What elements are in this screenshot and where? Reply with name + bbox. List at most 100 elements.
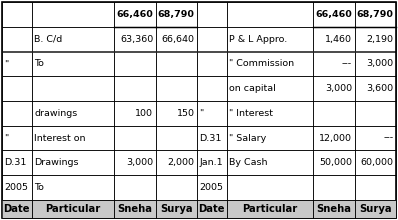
Bar <box>2 200 31 218</box>
Text: 60,000: 60,000 <box>361 158 394 167</box>
Text: " Interest: " Interest <box>229 109 273 118</box>
Bar <box>355 200 396 218</box>
Bar <box>313 76 355 101</box>
Bar <box>31 126 114 150</box>
Bar <box>114 175 156 200</box>
Bar <box>226 51 313 76</box>
Bar <box>313 101 355 126</box>
Bar <box>114 101 156 126</box>
Text: 66,460: 66,460 <box>116 10 153 19</box>
Bar <box>2 101 31 126</box>
Bar <box>226 76 313 101</box>
Bar <box>31 51 114 76</box>
Text: 66,460: 66,460 <box>315 10 352 19</box>
Bar <box>114 126 156 150</box>
Text: Particular: Particular <box>45 204 101 214</box>
Bar <box>114 2 156 27</box>
Text: Particular: Particular <box>242 204 298 214</box>
Bar <box>156 2 197 27</box>
Bar <box>114 27 156 51</box>
Bar <box>31 27 114 51</box>
Bar <box>156 101 197 126</box>
Text: Interest on: Interest on <box>34 134 86 143</box>
Text: 2,190: 2,190 <box>367 35 394 44</box>
Text: By Cash: By Cash <box>229 158 267 167</box>
Text: 2005: 2005 <box>4 183 29 192</box>
Text: on capital: on capital <box>229 84 276 93</box>
Text: B. C/d: B. C/d <box>34 35 62 44</box>
Bar <box>114 76 156 101</box>
Text: ---: --- <box>383 134 394 143</box>
Bar <box>2 76 31 101</box>
Text: 50,000: 50,000 <box>319 158 352 167</box>
Text: Drawings: Drawings <box>34 158 78 167</box>
Text: Date: Date <box>199 204 225 214</box>
Text: Surya: Surya <box>359 204 392 214</box>
Text: Jan.1: Jan.1 <box>199 158 223 167</box>
Bar <box>156 51 197 76</box>
Bar <box>313 2 355 27</box>
Bar <box>226 200 313 218</box>
Bar <box>313 27 355 51</box>
Bar <box>355 150 396 175</box>
Bar <box>355 175 396 200</box>
Bar <box>2 175 31 200</box>
Bar <box>114 200 156 218</box>
Text: Sneha: Sneha <box>117 204 152 214</box>
Bar <box>197 76 226 101</box>
Text: 1,460: 1,460 <box>325 35 352 44</box>
Bar <box>197 27 226 51</box>
Bar <box>197 175 226 200</box>
Text: 2,000: 2,000 <box>168 158 195 167</box>
Text: 3,000: 3,000 <box>325 84 352 93</box>
Text: D.31: D.31 <box>199 134 222 143</box>
Text: Sneha: Sneha <box>316 204 351 214</box>
Text: 3,600: 3,600 <box>367 84 394 93</box>
Bar <box>355 101 396 126</box>
Bar <box>31 76 114 101</box>
Bar <box>226 126 313 150</box>
Bar <box>31 175 114 200</box>
Text: 3,000: 3,000 <box>126 158 153 167</box>
Bar <box>156 27 197 51</box>
Bar <box>2 126 31 150</box>
Bar <box>2 2 31 27</box>
Bar <box>156 126 197 150</box>
Bar <box>156 200 197 218</box>
Bar <box>114 51 156 76</box>
Bar <box>31 101 114 126</box>
Text: 68,790: 68,790 <box>357 10 394 19</box>
Text: " Salary: " Salary <box>229 134 266 143</box>
Text: 68,790: 68,790 <box>158 10 195 19</box>
Bar <box>31 150 114 175</box>
Bar <box>197 200 226 218</box>
Text: Date: Date <box>4 204 30 214</box>
Text: 66,640: 66,640 <box>162 35 195 44</box>
Text: " Commission: " Commission <box>229 59 294 68</box>
Bar <box>156 76 197 101</box>
Text: To: To <box>34 183 44 192</box>
Text: 12,000: 12,000 <box>319 134 352 143</box>
Bar <box>355 126 396 150</box>
Bar <box>2 200 396 218</box>
Text: ": " <box>199 109 204 118</box>
Text: Surya: Surya <box>160 204 193 214</box>
Text: ": " <box>4 59 9 68</box>
Bar <box>226 150 313 175</box>
Bar <box>156 175 197 200</box>
Bar <box>197 150 226 175</box>
Bar <box>313 150 355 175</box>
Bar <box>313 175 355 200</box>
Bar <box>31 200 114 218</box>
Bar <box>2 51 31 76</box>
Bar <box>31 2 114 27</box>
Bar <box>156 150 197 175</box>
Bar <box>197 2 226 27</box>
Text: 150: 150 <box>177 109 195 118</box>
Text: 3,000: 3,000 <box>367 59 394 68</box>
Text: 63,360: 63,360 <box>120 35 153 44</box>
Text: To: To <box>34 59 44 68</box>
Text: ---: --- <box>342 59 352 68</box>
Bar <box>355 51 396 76</box>
Bar <box>355 27 396 51</box>
